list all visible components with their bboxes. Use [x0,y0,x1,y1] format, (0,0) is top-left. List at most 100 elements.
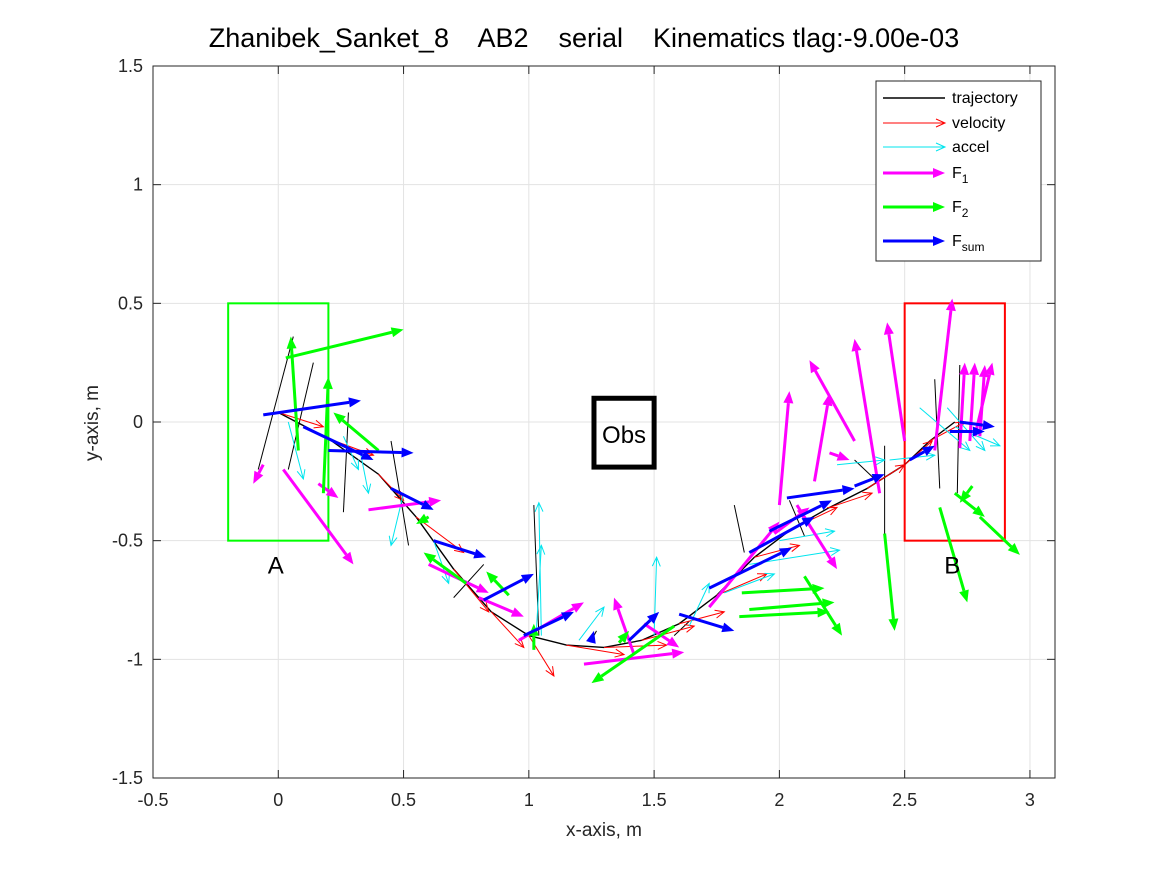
fsum-arrow [854,473,885,488]
fsum-arrow-shaft [768,504,822,533]
f1-arrow-head [945,298,956,312]
x-tick-label: -0.5 [137,790,168,810]
f1-arrow-head [342,551,354,565]
fsum-arrow-head [473,548,487,559]
connector-line [673,620,690,636]
accel-arrow-head [875,456,886,466]
fsum-arrow [949,426,985,437]
f2-arrow [749,598,835,611]
fsum-arrow [628,611,660,642]
velocity-arrow-head [614,648,626,658]
f1-arrow [643,622,680,648]
legend-entry: trajectory [883,90,1018,107]
f1-arrow [828,451,850,461]
accel-arrow-head [764,572,776,582]
accel-arrow [946,407,986,452]
fsum-arrow [959,420,995,431]
fsum-arrow-shaft [748,521,805,554]
x-tick-label: 2 [774,790,784,810]
f1-arrow-shaft [958,374,966,449]
velocity-arrow-shaft [754,544,800,558]
y-tick-label: 1.5 [118,56,143,76]
velocity-arrow-head [453,543,465,554]
f2-arrow-shaft [978,515,1013,548]
velocity-arrow [754,543,801,558]
fsum-arrow-shaft [786,488,843,500]
accel-arrow-head [388,535,398,547]
velocity-arrow-shaft [829,492,873,508]
f1-arrow-shaft [814,370,856,442]
f1-arrow [253,464,265,484]
accel-arrow-head [975,440,986,452]
fsum-arrow-head [420,499,434,510]
accel-arrow-head [990,438,1002,447]
fsum-arrow [786,485,855,500]
legend-entry: velocity [883,115,1005,132]
velocity-arrow-shaft [641,625,695,641]
vector-arrows [253,298,1020,684]
f2-arrow-shaft [290,348,300,451]
accel-arrow-shaft [653,557,658,636]
accel-arrow-head [595,606,605,617]
f2-arrow-shaft [803,575,837,627]
f2-arrow [591,624,676,684]
f2-arrow-shaft [953,492,977,511]
velocity-arrow-head [789,543,801,552]
fsum-arrow-shaft [390,487,424,506]
fsum-arrow [483,573,534,602]
f1-arrow-shaft [968,374,976,442]
accel-arrow-head [536,544,546,555]
f2-arrow [285,327,404,360]
connector-line [733,504,745,553]
f2-arrow-head [888,618,899,631]
velocity-arrow-head [714,609,726,619]
f2-arrow-head [390,327,404,338]
accel-arrow-shaft [724,573,775,594]
fsum-arrow-shaft [433,539,476,556]
accel-arrow-shaft [779,530,835,542]
region-label-obs: Obs [602,422,646,449]
velocity-arrow [490,611,525,649]
f2-arrow-shaft [617,639,623,644]
connector-line [956,365,961,494]
accel-arrow-head [651,556,661,567]
y-tick-label: -1 [127,649,143,669]
velocity-arrow-shaft [716,573,768,596]
axis-ticks: -0.5 0 0.5 1 1.5 2 2.5 3 -1.5 -1 -0.5 0 0.5 1 1.5 [112,56,1055,810]
fsum-arrow-head [819,500,833,511]
f1-arrow [883,322,907,442]
legend-label-subscript: 2 [962,206,969,220]
fsum-arrow-shaft [263,400,350,417]
accel-arrow [779,528,836,542]
f1-arrow-shaft [427,563,479,590]
f2-arrow-head [286,336,297,349]
f2-arrow-head [322,376,333,390]
fsum-arrow-shaft [908,450,926,462]
f2-arrow-head [591,672,605,684]
legend-label: accel [952,139,989,156]
legend-label-subscript: sum [962,240,985,254]
f2-arrow [953,492,985,517]
fsum-arrow-head [348,397,361,408]
fsum-arrow-head [646,611,660,624]
region-label-a: A [268,552,284,579]
f1-arrow [851,338,882,494]
f2-arrow-head [486,571,499,584]
f1-arrow-shaft [257,464,265,474]
f1-arrow [978,365,989,437]
velocity-arrow-head [657,640,668,650]
fsum-arrow-head [841,485,855,496]
legend-swatch-arrow-head [933,168,945,178]
f2-arrow [739,607,830,619]
y-tick-label: 0.5 [118,293,143,313]
accel-arrow [535,544,546,631]
accel-arrow-head [701,582,710,594]
y-tick-label: -1.5 [112,768,143,788]
velocity-arrow-head [684,624,696,633]
region-boxes [227,302,1006,542]
fsum-arrow [678,612,735,633]
accel-arrow-head [362,483,372,495]
f1-arrow [613,597,636,656]
